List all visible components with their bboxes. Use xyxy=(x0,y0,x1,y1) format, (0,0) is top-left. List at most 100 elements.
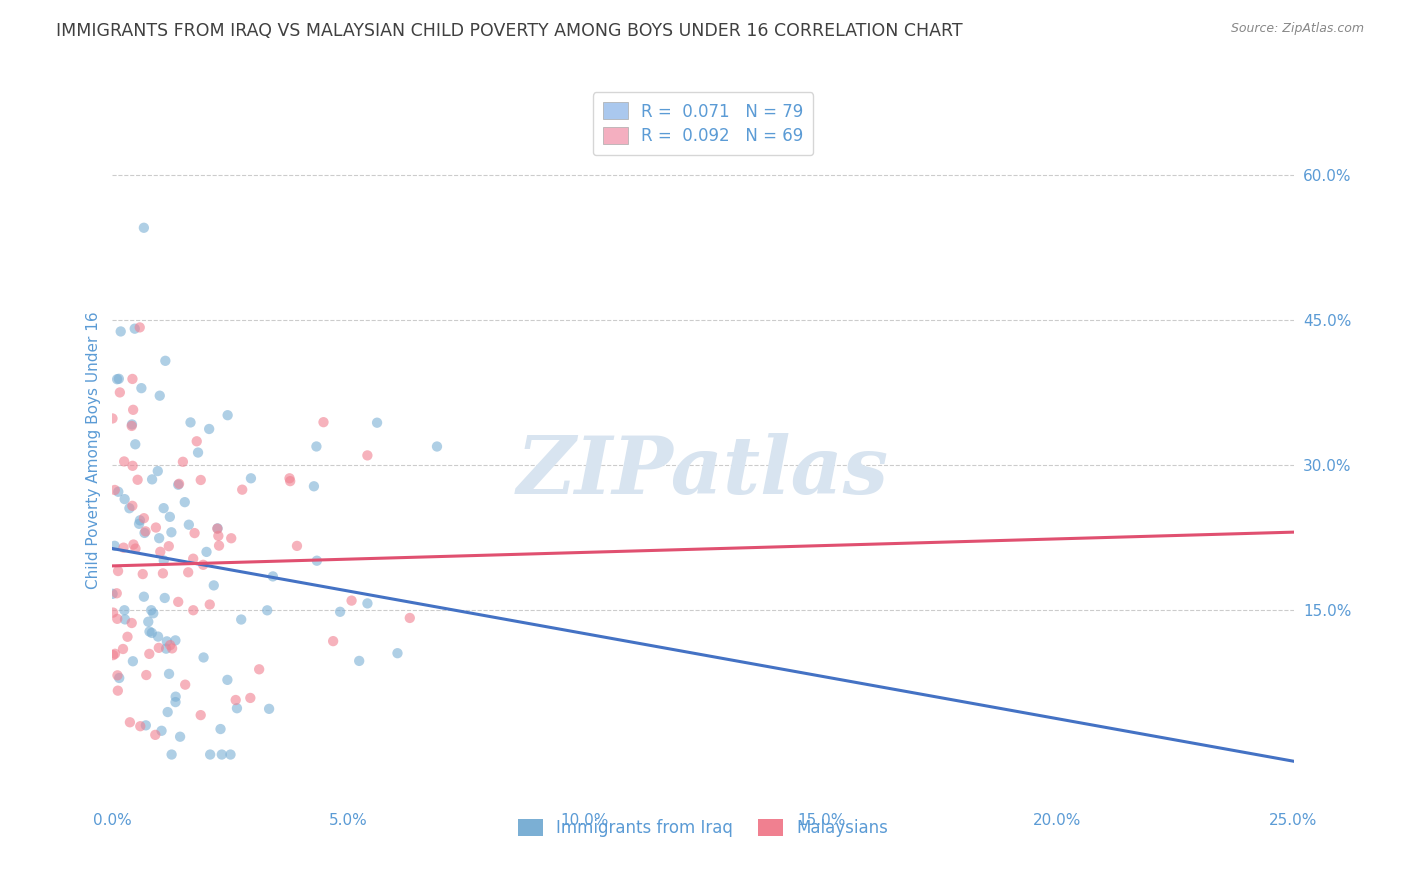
Point xyxy=(347,654,370,668)
Point xyxy=(110,325,132,339)
Point xyxy=(107,668,129,682)
Point xyxy=(207,529,229,543)
Point xyxy=(219,531,242,545)
Point xyxy=(202,578,225,592)
Point xyxy=(231,483,253,497)
Point xyxy=(124,437,146,451)
Point xyxy=(167,595,190,609)
Point xyxy=(193,558,215,572)
Point xyxy=(124,541,146,556)
Point xyxy=(122,537,145,551)
Point xyxy=(225,693,247,707)
Point xyxy=(160,747,183,762)
Point xyxy=(107,683,129,698)
Point xyxy=(121,372,143,386)
Point xyxy=(155,641,177,656)
Point xyxy=(104,647,127,661)
Y-axis label: Child Poverty Among Boys Under 16: Child Poverty Among Boys Under 16 xyxy=(86,311,101,590)
Point xyxy=(135,718,157,732)
Point xyxy=(219,747,242,762)
Point xyxy=(226,701,249,715)
Point xyxy=(181,603,204,617)
Point xyxy=(195,545,218,559)
Point xyxy=(148,531,170,545)
Point xyxy=(141,626,163,640)
Point xyxy=(167,477,190,491)
Point xyxy=(104,539,127,553)
Point xyxy=(177,517,200,532)
Point xyxy=(145,520,167,534)
Point xyxy=(198,422,221,436)
Point xyxy=(169,730,191,744)
Point xyxy=(257,702,280,716)
Point xyxy=(146,630,169,644)
Point xyxy=(101,411,124,425)
Point xyxy=(155,353,177,368)
Point xyxy=(124,321,146,335)
Point xyxy=(112,541,135,555)
Point xyxy=(121,458,143,473)
Point xyxy=(121,499,143,513)
Point xyxy=(134,525,156,540)
Point xyxy=(366,416,388,430)
Point xyxy=(141,603,163,617)
Point xyxy=(217,408,239,422)
Point xyxy=(159,638,181,652)
Point xyxy=(231,613,253,627)
Point xyxy=(104,483,127,497)
Point xyxy=(121,417,143,432)
Point xyxy=(129,513,152,527)
Point xyxy=(387,646,409,660)
Point xyxy=(112,603,135,617)
Point xyxy=(101,648,124,662)
Point xyxy=(181,551,204,566)
Text: ZIPatlas: ZIPatlas xyxy=(517,433,889,510)
Point xyxy=(190,473,212,487)
Point xyxy=(167,476,190,491)
Point xyxy=(153,591,176,605)
Point xyxy=(209,722,232,736)
Point xyxy=(108,372,131,386)
Point xyxy=(117,630,139,644)
Point xyxy=(305,440,328,454)
Point xyxy=(142,607,165,621)
Point xyxy=(165,695,187,709)
Point xyxy=(122,402,145,417)
Point xyxy=(148,640,170,655)
Point xyxy=(135,668,157,682)
Point xyxy=(356,596,378,610)
Point xyxy=(426,440,449,454)
Point xyxy=(101,587,124,601)
Point xyxy=(105,612,128,626)
Point xyxy=(160,525,183,540)
Point xyxy=(121,419,143,434)
Point xyxy=(143,728,166,742)
Point xyxy=(172,455,194,469)
Point xyxy=(128,516,150,531)
Point xyxy=(198,598,221,612)
Point xyxy=(107,484,129,499)
Point xyxy=(239,690,262,705)
Point xyxy=(129,719,152,733)
Point xyxy=(105,586,128,600)
Point xyxy=(152,501,174,516)
Point xyxy=(278,474,301,488)
Point xyxy=(193,650,215,665)
Point xyxy=(132,590,155,604)
Point xyxy=(132,511,155,525)
Point xyxy=(285,539,308,553)
Point xyxy=(156,705,179,719)
Point xyxy=(247,662,270,676)
Point xyxy=(146,464,169,478)
Point xyxy=(165,633,187,648)
Point xyxy=(207,522,229,536)
Point xyxy=(112,454,135,468)
Point xyxy=(118,501,141,516)
Point xyxy=(111,642,134,657)
Point xyxy=(136,615,159,629)
Point xyxy=(160,641,183,656)
Point xyxy=(207,521,229,535)
Point xyxy=(208,539,231,553)
Point xyxy=(108,385,131,400)
Point xyxy=(128,320,150,334)
